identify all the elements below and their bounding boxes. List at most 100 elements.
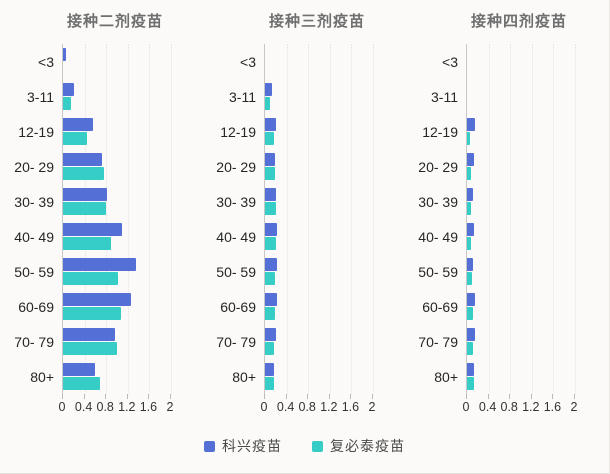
x-tick-mark (552, 394, 554, 399)
x-tick-mark (466, 394, 467, 399)
bar-biontech (63, 237, 111, 250)
x-tick-label: 0 (260, 400, 268, 414)
bar-sinovac (265, 363, 274, 376)
bar-sinovac (467, 363, 475, 376)
bar-row (467, 114, 575, 149)
bar-row (467, 324, 575, 359)
bar-sinovac (265, 328, 276, 341)
bar-sinovac (265, 118, 276, 131)
bar-row (63, 184, 171, 219)
gridline (149, 44, 151, 394)
bar-row (467, 184, 575, 219)
bar-sinovac (63, 223, 123, 236)
y-axis-label: 12-19 (220, 123, 256, 140)
y-axis-label: 30- 39 (216, 193, 256, 210)
y-axis-label: 70- 79 (418, 333, 458, 350)
bar-row (63, 254, 171, 289)
charts-row: 接种二剂疫苗 <3 3-11 12-19 20- 29 30- 39 40- 49 50- … (0, 13, 606, 420)
bar-sinovac (265, 83, 273, 96)
bar-row (265, 149, 373, 184)
chart-title-dose-3: 接种三剂疫苗 (268, 13, 365, 30)
bar-biontech (265, 132, 274, 145)
x-tick-mark (574, 394, 575, 399)
y-axis-label: 20- 29 (216, 158, 256, 175)
bar-sinovac (63, 328, 116, 341)
y-axis-label: 3-11 (431, 88, 458, 105)
bar-biontech (63, 202, 107, 215)
y-axis-label: 30- 39 (14, 193, 54, 210)
x-tick-label: 0.4 (276, 400, 295, 414)
bar-sinovac (265, 293, 277, 306)
plot-area (264, 44, 374, 394)
x-tick-label: 1.6 (139, 400, 158, 414)
gridline (329, 44, 331, 394)
y-axis-label: 3-11 (229, 88, 256, 105)
y-axis-label: 30- 39 (418, 193, 458, 210)
x-tick-mark (350, 394, 352, 399)
gridline (308, 44, 310, 394)
bar-rows (467, 44, 575, 394)
chart-body: <3 3-11 12-19 20- 29 30- 39 40- 49 50- 59 60-69… (404, 44, 606, 420)
bar-sinovac (265, 258, 277, 271)
x-tick-label: 0 (58, 400, 66, 414)
x-tick-mark (83, 394, 85, 399)
x-tick-mark (487, 394, 489, 399)
bar-row (63, 324, 171, 359)
bar-row (63, 289, 171, 324)
bar-biontech (265, 272, 275, 285)
bar-row (265, 44, 373, 79)
bar-sinovac (467, 118, 476, 131)
bar-biontech (63, 97, 72, 110)
bar-row (265, 184, 373, 219)
gridline (351, 44, 353, 394)
y-axis-label: 70- 79 (14, 333, 54, 350)
bar-biontech (467, 342, 474, 355)
y-axis-label: 80+ (232, 368, 256, 385)
bar-row (265, 219, 373, 254)
x-tick-label: 2 (166, 400, 174, 414)
gridline (510, 44, 512, 394)
chart-title-dose-4: 接种四剂疫苗 (470, 13, 567, 30)
x-tick-label: 0.8 (298, 400, 316, 414)
gridline (373, 44, 374, 394)
bar-sinovac (265, 223, 277, 236)
bar-sinovac (63, 293, 131, 306)
bar-row (265, 289, 373, 324)
gridline (106, 44, 108, 394)
y-axis-label: <3 (38, 53, 54, 70)
bar-row (467, 79, 575, 114)
y-axis-label: 70- 79 (216, 333, 256, 350)
x-tick-mark (170, 394, 171, 399)
plot-column: 0 0.4 0.8 1.2 1.6 2 (58, 44, 174, 420)
chart-body: <3 3-11 12-19 20- 29 30- 39 40- 49 50- 59 60-69… (202, 44, 404, 420)
x-tick-label: 1.2 (320, 400, 338, 414)
bar-biontech (63, 167, 105, 180)
x-tick-label: 1.6 (543, 400, 562, 414)
y-axis-label: 50- 59 (14, 263, 54, 280)
x-axis: 0 0.4 0.8 1.2 1.6 2 (463, 394, 577, 420)
x-tick-mark (530, 394, 532, 399)
legend-item-sinovac: 科兴疫苗 (204, 436, 282, 456)
bar-sinovac (63, 188, 108, 201)
bar-sinovac (467, 293, 476, 306)
y-axis-label: 20- 29 (418, 158, 458, 175)
bar-row (63, 149, 171, 184)
legend-label-biontech: 复必泰疫苗 (330, 438, 405, 454)
legend-swatch-sinovac (204, 440, 215, 452)
bar-row (265, 324, 373, 359)
plot-column: 0 0.4 0.8 1.2 1.6 2 (463, 44, 577, 420)
x-tick-label: 0.8 (500, 400, 518, 414)
y-axis-label: 40- 49 (14, 228, 54, 245)
bar-biontech (467, 377, 475, 390)
bar-biontech (265, 307, 275, 320)
bar-biontech (265, 167, 275, 180)
bar-biontech (265, 97, 271, 110)
y-axis-label: 20- 29 (14, 158, 54, 175)
bar-sinovac (63, 48, 67, 61)
y-axis-labels: <3 3-11 12-19 20- 29 30- 39 40- 49 50- 59 60-69… (0, 44, 62, 420)
bar-sinovac (63, 258, 136, 271)
gridline (84, 44, 86, 394)
bar-sinovac (63, 153, 102, 166)
x-tick-label: 1.6 (341, 400, 360, 414)
